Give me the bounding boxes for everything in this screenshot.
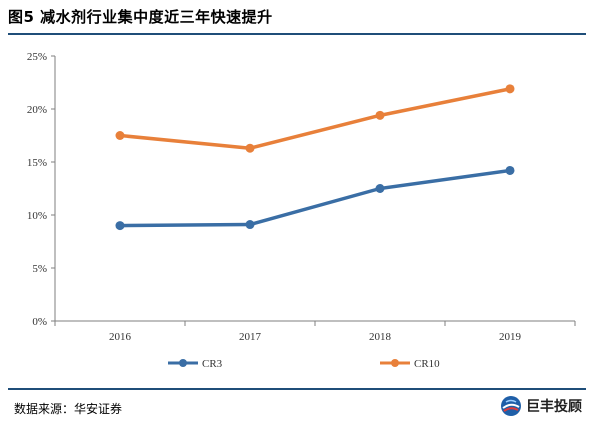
line-chart: 0% 5% 10% 15% 20% 25% 2016 2017 2018 2019 CR3 CR10 [27,51,576,370]
x-tick-label: 2017 [239,331,262,343]
data-source: 数据来源：华安证券 [14,402,123,416]
legend-marker-cr3 [179,359,187,367]
globe-logo-icon [501,396,521,416]
brand-name: 巨丰投顾 [526,399,582,415]
data-point-cr3 [245,220,255,230]
x-tick-label: 2019 [499,331,522,343]
legend-marker-cr10 [391,359,399,367]
data-point-cr10 [505,84,515,94]
legend-label-cr10: CR10 [414,358,440,370]
data-point-cr3 [505,165,515,175]
x-tick-label: 2018 [369,331,392,343]
x-tick-label: 2016 [109,331,132,343]
data-point-cr10 [245,143,255,153]
y-tick-label: 25% [27,51,47,63]
y-tick-label: 20% [27,104,47,116]
data-point-cr10 [115,131,125,140]
y-tick-label: 0% [32,316,47,328]
top-rule [8,33,586,35]
y-tick-label: 15% [27,157,47,169]
data-point-cr3 [375,184,385,193]
legend-label-cr3: CR3 [202,358,223,370]
bottom-rule [8,388,586,390]
data-point-cr3 [115,221,125,231]
y-tick-label: 5% [32,263,47,275]
series-line-cr3 [119,168,511,228]
series-line-cr10 [119,87,511,150]
brand: 巨丰投顾 [500,395,582,417]
chart-title: 图5 减水剂行业集中度近三年快速提升 [8,8,273,26]
y-tick-label: 10% [27,210,47,222]
data-point-cr10 [375,110,385,120]
